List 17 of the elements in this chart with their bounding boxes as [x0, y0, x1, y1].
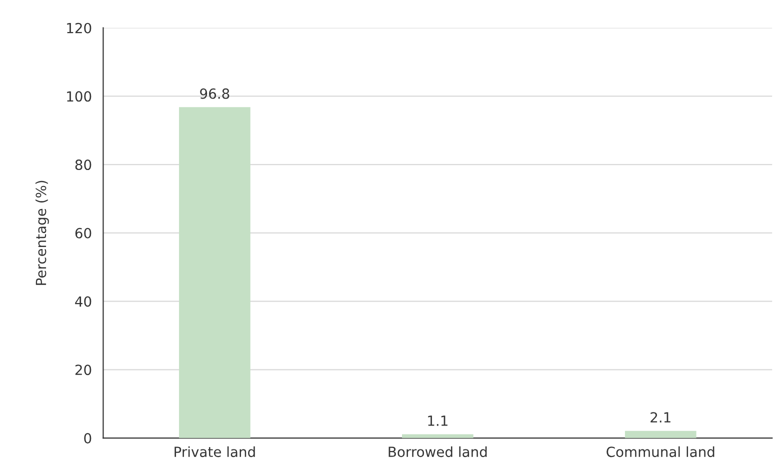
y-tick-label: 100 [67, 91, 92, 102]
x-tick-label: Borrowed land [388, 446, 487, 458]
y-axis-title: Percentage (%) [35, 180, 49, 285]
y-tick-label: 20 [75, 364, 92, 376]
y-tick-label: 60 [75, 228, 92, 238]
y-tick-label: 120 [67, 22, 92, 34]
bar [402, 434, 474, 438]
data-label: 1.1 [428, 416, 448, 426]
data-label: 96.8 [200, 88, 230, 99]
x-tick-label: Communal land [606, 446, 714, 458]
y-tick-label: 0 [84, 432, 92, 444]
y-tick-label: 80 [75, 160, 92, 170]
bar [179, 107, 250, 438]
bar [624, 430, 696, 438]
y-tick-label: 40 [75, 296, 92, 307]
data-label: 2.1 [650, 412, 670, 422]
x-tick-label: Private land [174, 446, 255, 458]
